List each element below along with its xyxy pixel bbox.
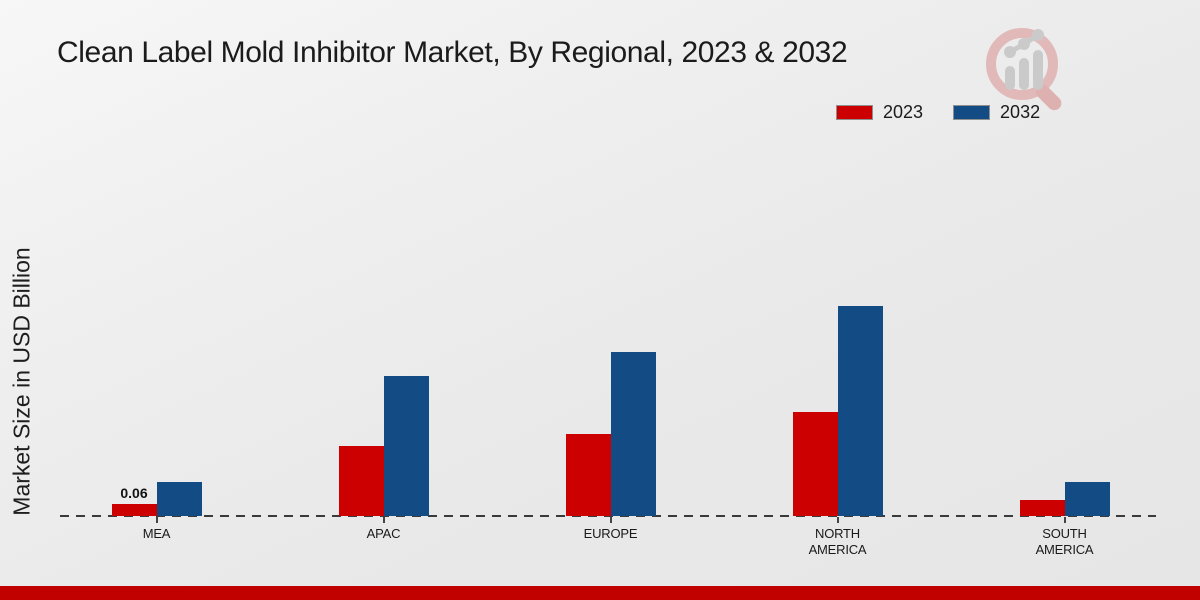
magnifier-icon (986, 28, 1062, 111)
category-label-europe: EUROPE (583, 526, 638, 541)
axis-tick (1063, 517, 1066, 523)
bar-2023-mea: 0.06 (111, 485, 157, 516)
category-cell-europe: EUROPE (497, 517, 724, 559)
magnifier-bar-chart-logo (986, 28, 1062, 111)
footer-accent-bar (0, 586, 1200, 600)
bar-2032-apac (383, 376, 429, 516)
axis-tick (609, 517, 612, 523)
category-label-south-america: SOUTH AMERICA (1035, 526, 1094, 558)
legend-swatch-2023 (836, 105, 873, 120)
category-label-mea: MEA (142, 526, 171, 541)
bar-2032-europe (610, 352, 656, 516)
y-axis-label: Market Size in USD Billion (8, 247, 35, 516)
x-axis-baseline (60, 515, 1156, 517)
category-label-north-america: NORTH AMERICA (808, 526, 867, 558)
category-cell-north-america: NORTH AMERICA (724, 517, 951, 559)
legend-item-2023: 2023 (836, 102, 923, 123)
bar-trend-icon (1004, 29, 1044, 90)
chart-title: Clean Label Mold Inhibitor Market, By Re… (57, 36, 848, 69)
bar-2023-europe (565, 434, 611, 516)
axis-tick (836, 517, 839, 523)
axis-tick (382, 517, 385, 523)
bar-groups: 0.06 (43, 306, 1178, 516)
bar-2032-south-america (1064, 482, 1110, 516)
bar-2023-south-america (1019, 500, 1065, 516)
bar-2023-north-america (792, 412, 838, 516)
bar-group-mea: 0.06 (43, 482, 270, 516)
category-labels: MEA APAC EUROPE NORTH AMERICA SOUTH AMERICA (43, 517, 1178, 559)
bar-group-europe (497, 352, 724, 516)
bar-2032-mea (156, 482, 202, 516)
category-label-apac: APAC (366, 526, 401, 541)
category-cell-mea: MEA (43, 517, 270, 559)
legend-item-2032: 2032 (953, 102, 1040, 123)
bar-2023-apac (338, 446, 384, 516)
bar-2032-north-america (837, 306, 883, 516)
bar-value-label-2023-mea: 0.06 (120, 485, 148, 501)
bar-group-north-america (724, 306, 951, 516)
axis-tick (155, 517, 158, 523)
legend-swatch-2032 (953, 105, 991, 120)
legend-label-2023: 2023 (883, 102, 924, 122)
bar-group-south-america (951, 482, 1178, 516)
category-cell-apac: APAC (270, 517, 497, 559)
legend: 2023 2032 (836, 102, 1040, 123)
category-cell-south-america: SOUTH AMERICA (951, 517, 1178, 559)
bar-group-apac (270, 376, 497, 516)
legend-label-2032: 2032 (1000, 102, 1041, 122)
